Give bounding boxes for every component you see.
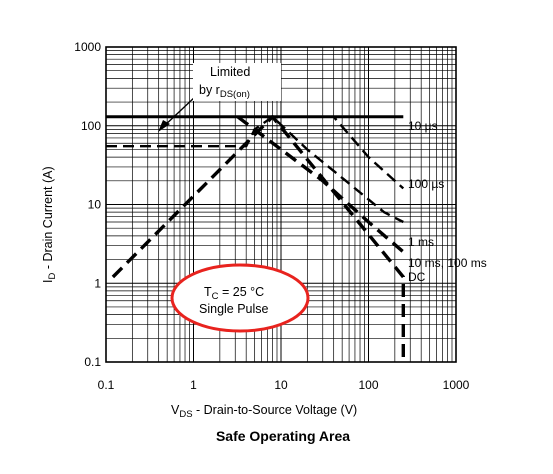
callout-arrow-line [161, 95, 197, 129]
conditions-temperature: TC = 25 °C [204, 285, 264, 302]
series-line-4 [111, 115, 405, 362]
y-tick-label: 1000 [74, 40, 101, 54]
conditions-annotation: TC = 25 °C Single Pulse [170, 263, 310, 333]
conditions-single-pulse: Single Pulse [199, 302, 269, 316]
series-label-dc: DC [408, 270, 426, 284]
y-tick-label: 0.1 [84, 355, 101, 369]
limited-by-rdson-callout: Limited by rDS(on) [158, 63, 281, 132]
x-tick-label: 100 [358, 378, 378, 392]
plot-area-frame [105, 46, 457, 363]
x-tick-label: 1000 [443, 378, 470, 392]
x-tick-label: 0.1 [98, 378, 115, 392]
y-tick-labels: 0.1 1 10 100 1000 [74, 40, 101, 369]
x-axis-title: VDS - Drain-to-Source Voltage (V) [171, 403, 357, 420]
y-tick-label: 1 [94, 276, 101, 290]
series-label-10us: 10 µs [408, 119, 438, 133]
series-label-10ms-100ms: 10 ms, 100 ms [408, 256, 487, 270]
chart-title: Safe Operating Area [216, 428, 350, 444]
y-axis-title: ID - Drain Current (A) [41, 166, 58, 283]
series-label-100us: 100 µs [408, 177, 444, 191]
chart-curves [106, 115, 405, 362]
x-tick-labels: 0.1 1 10 100 1000 [98, 378, 470, 392]
series-line-3 [236, 115, 405, 254]
callout-line1: Limited [210, 65, 250, 79]
y-tick-label: 10 [88, 198, 102, 212]
highlight-ellipse [170, 263, 310, 333]
callout-line2: by rDS(on) [199, 83, 250, 100]
x-tick-label: 1 [190, 378, 197, 392]
x-tick-label: 10 [274, 378, 288, 392]
y-tick-label: 100 [81, 119, 101, 133]
series-label-1ms: 1 ms [408, 235, 434, 249]
callout-background [193, 63, 281, 101]
callout-arrowhead [158, 120, 170, 132]
